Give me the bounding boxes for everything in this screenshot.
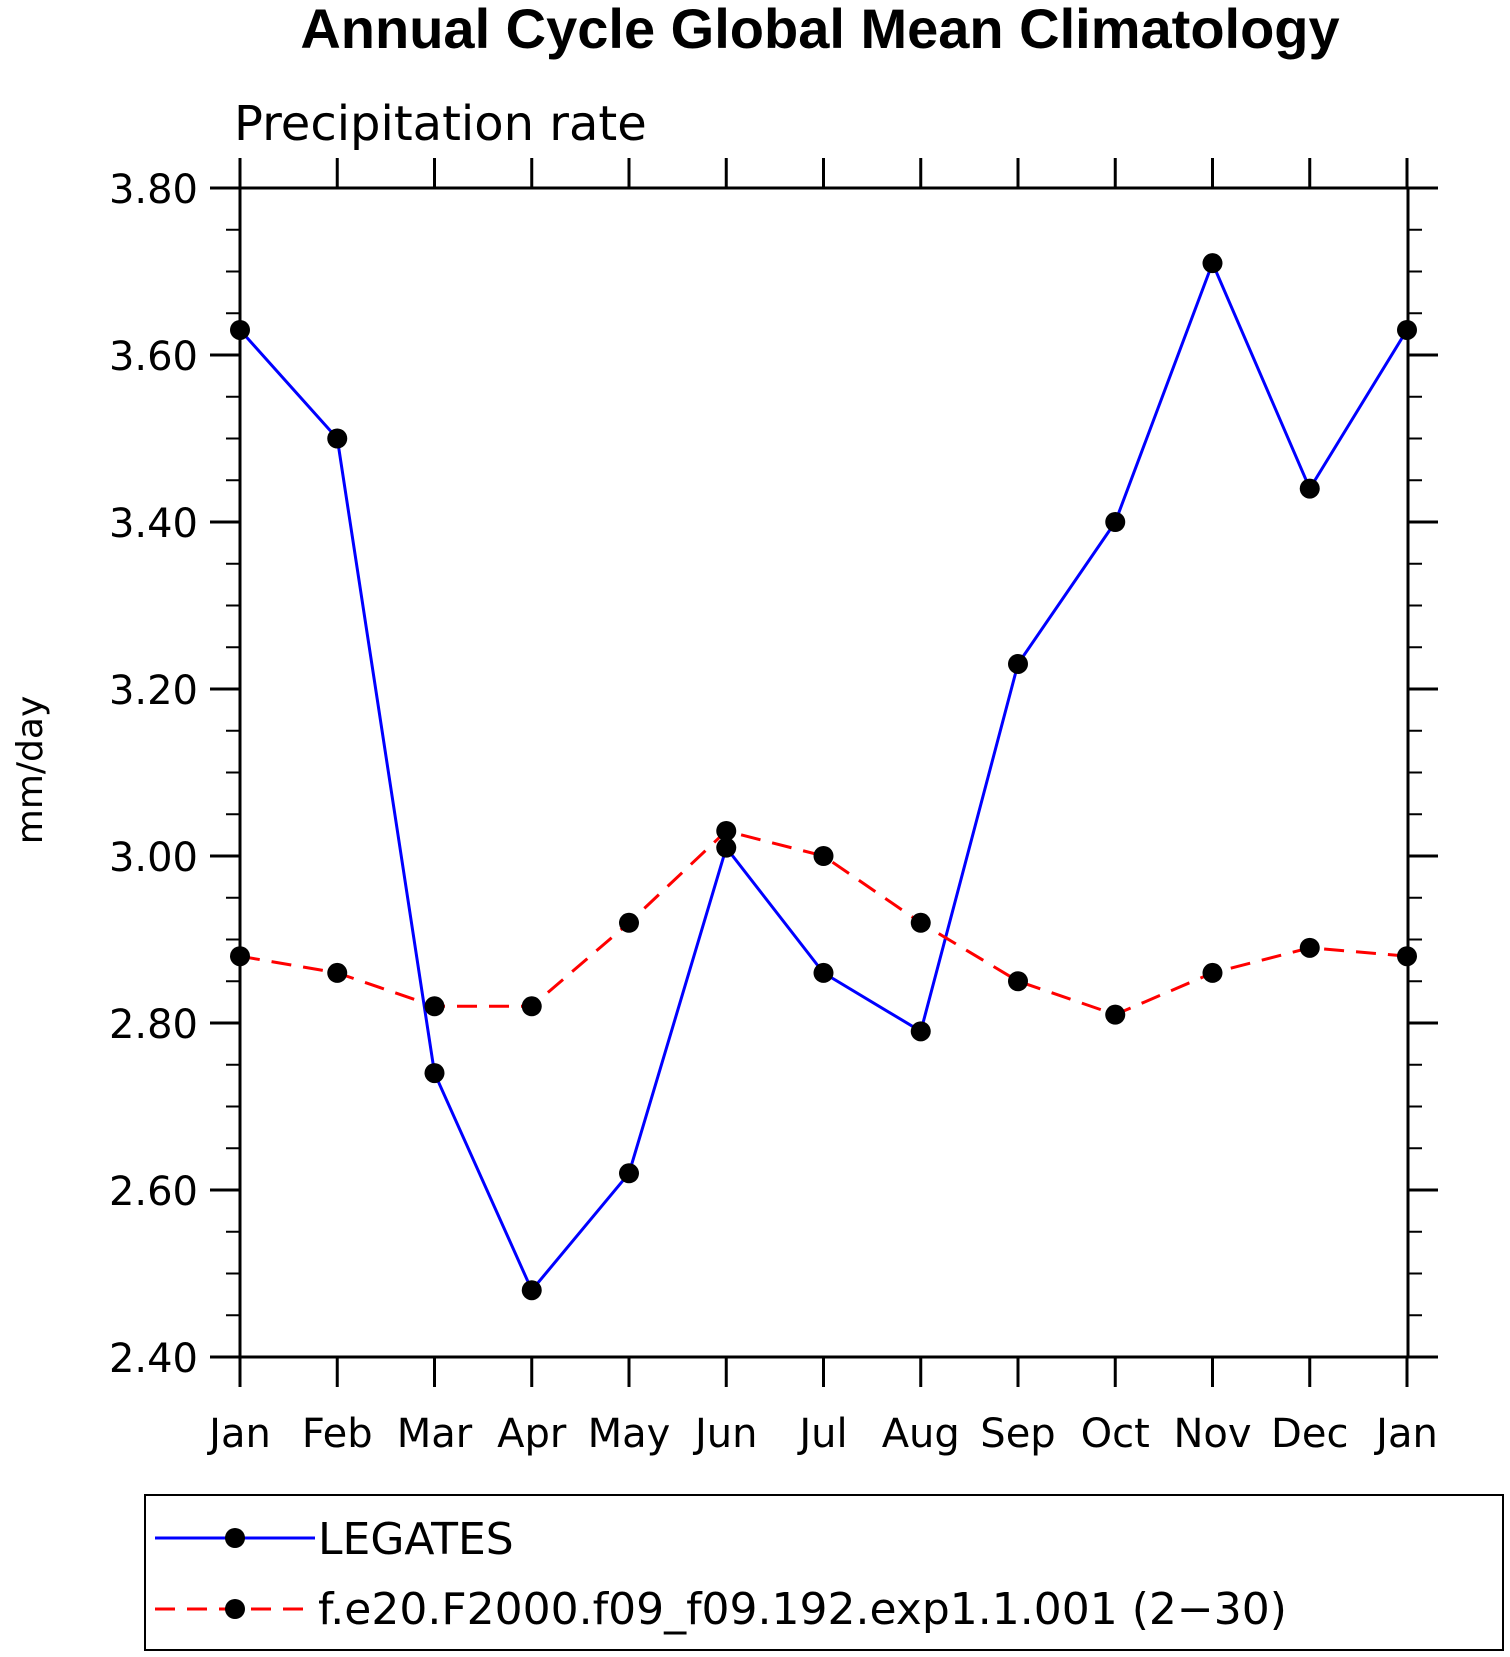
x-tick-label: Dec	[1271, 1411, 1348, 1457]
data-point-0	[716, 837, 737, 858]
y-axis-ticks: 2.40 2.60 2.80 3.00 3.20 3.40 3.60 3.80	[109, 167, 1438, 1382]
x-tick-label: May	[588, 1411, 671, 1457]
x-tick-label: Nov	[1173, 1411, 1251, 1457]
data-point-0	[813, 962, 834, 983]
data-point-0	[910, 1021, 931, 1042]
y-tick-label: 2.40	[109, 1336, 198, 1382]
data-point-1	[910, 912, 931, 933]
x-tick-label: Mar	[397, 1411, 473, 1457]
legend-item-model: f.e20.F2000.f09_f09.192.exp1.1.001 (2−30…	[155, 1584, 1287, 1635]
data-point-0	[1397, 319, 1417, 340]
legend-item-legates: LEGATES	[155, 1514, 514, 1565]
x-axis-ticks: Jan Feb Mar Apr May Jun Jul Aug Sep Oct Nov Dec Jan	[206, 158, 1438, 1457]
data-point-1	[1299, 937, 1320, 958]
x-tick-label: Feb	[302, 1411, 373, 1457]
y-tick-label: 2.60	[109, 1169, 198, 1215]
data-point-1	[1008, 971, 1028, 992]
data-point-0	[619, 1163, 639, 1184]
data-point-0	[327, 428, 348, 449]
data-point-0	[230, 319, 250, 340]
data-point-1	[813, 846, 834, 866]
legend-marker-legates	[225, 1528, 245, 1548]
data-point-0	[424, 1063, 445, 1084]
data-point-0	[1008, 653, 1028, 674]
data-point-1	[327, 962, 348, 983]
data-point-0	[1202, 253, 1223, 274]
data-point-1	[1105, 1004, 1126, 1025]
y-tick-label: 3.20	[109, 668, 198, 714]
y-tick-label: 3.60	[109, 334, 198, 380]
legend-marker-model	[225, 1599, 245, 1619]
data-point-1	[521, 996, 542, 1017]
legend-box	[144, 1494, 1504, 1651]
data-point-1	[1202, 962, 1223, 983]
chart-subtitle: Precipitation rate	[234, 96, 647, 152]
x-tick-label: Apr	[497, 1411, 567, 1457]
x-tick-label: Aug	[882, 1411, 960, 1457]
y-tick-label: 3.00	[109, 835, 198, 881]
x-tick-label: Jul	[796, 1411, 847, 1457]
x-tick-label: Jan	[1373, 1411, 1438, 1457]
data-point-0	[1105, 512, 1126, 532]
data-point-1	[716, 820, 737, 841]
data-point-0	[521, 1280, 542, 1301]
data-point-1	[230, 946, 250, 967]
x-tick-label: Sep	[980, 1411, 1055, 1457]
legend-label-model: f.e20.F2000.f09_f09.192.exp1.1.001 (2−30…	[318, 1584, 1287, 1635]
series-line-0	[238, 259, 1409, 1294]
data-point-1	[424, 996, 445, 1017]
data-point-0	[1299, 478, 1320, 499]
plot-frame	[238, 186, 1410, 1359]
data-point-1	[1397, 946, 1417, 967]
y-tick-label: 3.80	[109, 167, 198, 213]
legend-label-legates: LEGATES	[318, 1514, 514, 1565]
x-tick-label: Jun	[692, 1411, 758, 1457]
y-axis-label: mm/day	[10, 696, 51, 844]
data-point-1	[619, 912, 639, 933]
x-tick-label: Jan	[206, 1411, 271, 1457]
y-tick-label: 2.80	[109, 1002, 198, 1048]
series-layer	[230, 253, 1417, 1301]
y-tick-label: 3.40	[109, 501, 198, 547]
chart-title: Annual Cycle Global Mean Climatology	[300, 0, 1339, 60]
x-tick-label: Oct	[1081, 1411, 1150, 1457]
